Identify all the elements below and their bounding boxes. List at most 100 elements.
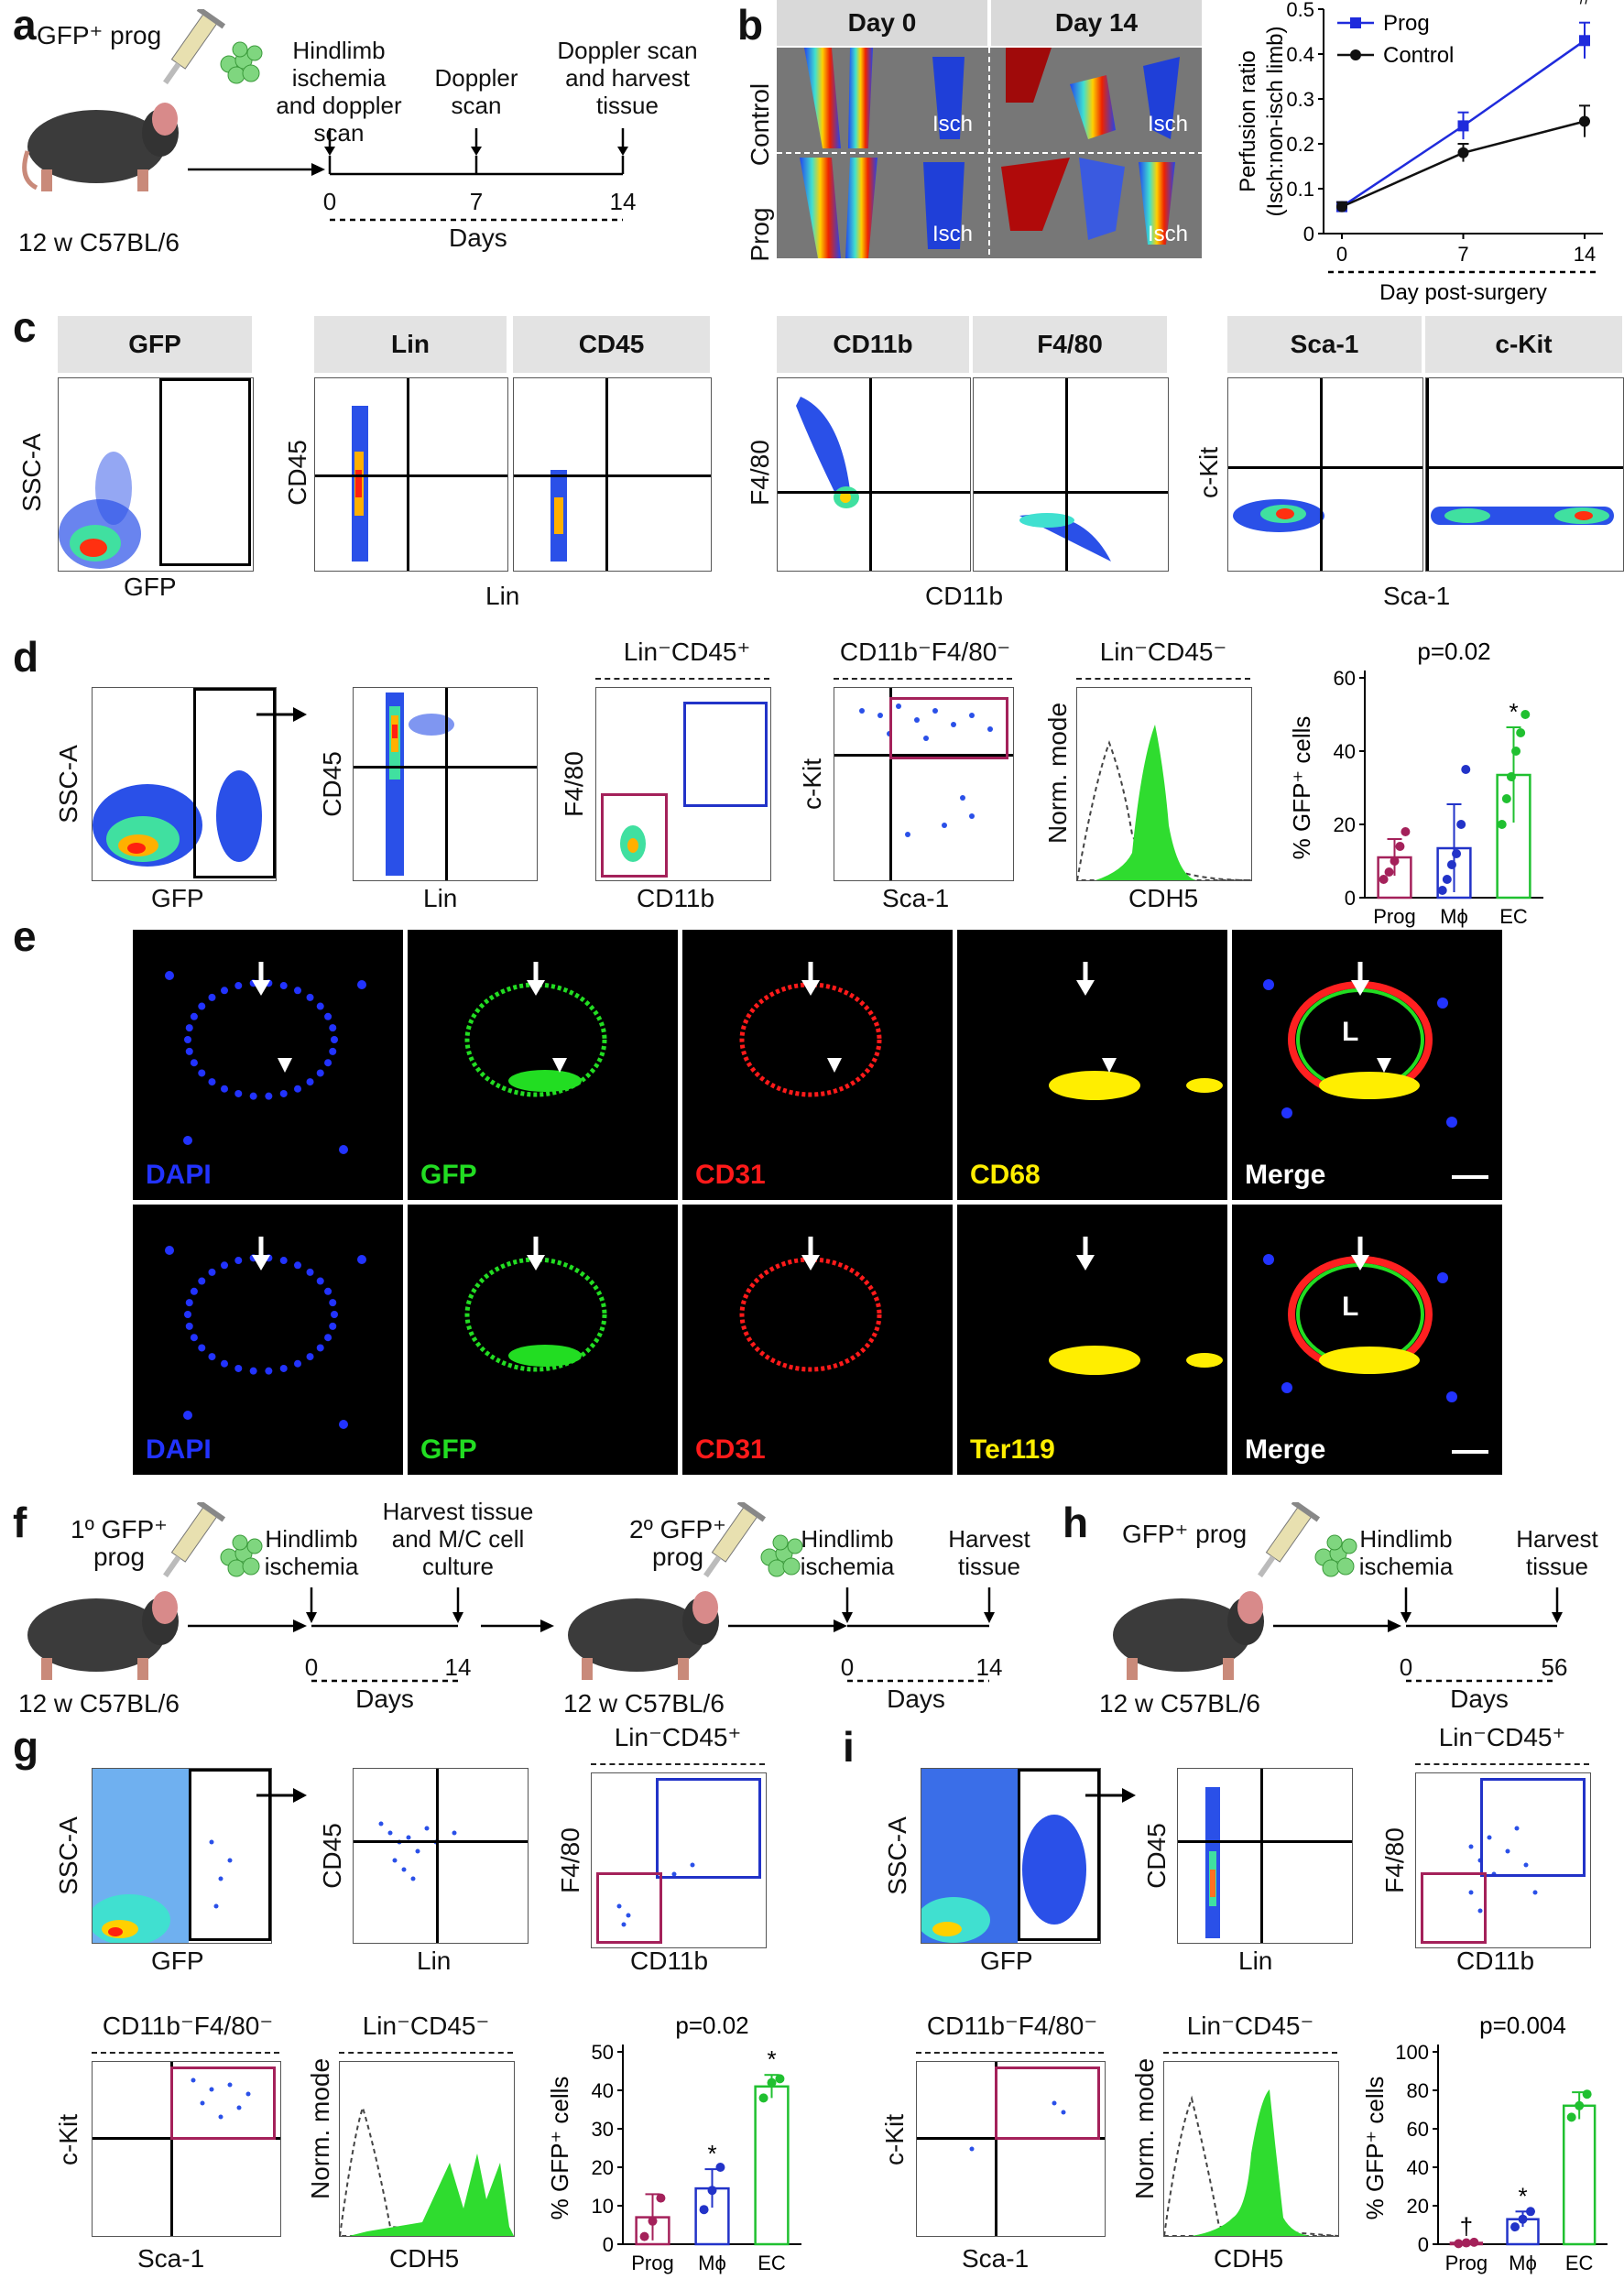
- event-f2a: Hindlimb ischemia: [800, 1525, 895, 1580]
- header-f480: F4/80: [973, 316, 1167, 373]
- y-tick-label: 20: [1407, 2195, 1429, 2218]
- injection2-label: 2º GFP⁺ prog: [629, 1515, 726, 1571]
- mouse-icon: [27, 1591, 179, 1680]
- tick-f1-14: 14: [444, 1653, 472, 1681]
- data-point: [1511, 747, 1521, 756]
- arrow-icon: [256, 707, 307, 722]
- lumen-label: L: [1342, 1292, 1359, 1322]
- arrow-icon: [256, 1788, 307, 1803]
- tick-a7: 7: [469, 188, 484, 215]
- syringe-icon: [163, 1502, 263, 1578]
- doppler-images: Isch Isch Isch Isch: [777, 48, 1202, 258]
- y-tick-label: 40: [592, 2079, 614, 2102]
- timeline-h: [1401, 1587, 1563, 1683]
- micrograph-dapi-1: DAPI: [133, 930, 403, 1200]
- x-tick-label: 7: [1457, 243, 1468, 266]
- xlabel-i-lin: Lin: [1238, 1946, 1273, 1975]
- xlabel-d-cdh5: CDH5: [1128, 884, 1199, 912]
- syringe-icon: [1258, 1502, 1357, 1578]
- isch-label-2: Isch: [1148, 112, 1189, 136]
- p-value-label: p=0.02: [675, 2012, 748, 2039]
- ylabel-c-ssca: SSC-A: [17, 433, 46, 512]
- y-axis-label: % GFP⁺ cells: [1288, 716, 1315, 860]
- data-point: [707, 2186, 717, 2196]
- stain-label: Ter119: [970, 1434, 1055, 1465]
- arrow-icon: [1085, 1788, 1136, 1803]
- title-i-cd11bf480: CD11b⁻F4/80⁻: [926, 2012, 1098, 2040]
- data-point: [1566, 2112, 1576, 2122]
- flow-plot-c-cd45: [513, 377, 712, 572]
- ylabel-i-ssca: SSC-A: [883, 1816, 911, 1895]
- y-tick-label: 100: [1395, 2041, 1429, 2064]
- data-point: [648, 2216, 658, 2226]
- bar-chart-i: 0 20 40 60 80 100 % GFP⁺ cells p=0.004 Prog † Mϕ * E…: [1361, 2012, 1608, 2274]
- y-tick-label: 20: [1334, 813, 1356, 836]
- xlabel-i-sca1: Sca-1: [962, 2244, 1030, 2273]
- ylabel-d-f480: F4/80: [560, 751, 588, 817]
- panel-label-a: a: [13, 1, 37, 49]
- panel-label-f: f: [13, 1499, 27, 1546]
- isch-label-4: Isch: [1148, 222, 1189, 246]
- mouse-icon: [22, 103, 179, 191]
- header-lin: Lin: [314, 316, 507, 373]
- data-point: [639, 2231, 649, 2241]
- stain-label: Merge: [1245, 1434, 1326, 1465]
- timeline-a: [324, 128, 628, 222]
- bar-2: [754, 2085, 790, 2246]
- ylabel-g-normmode: Norm. mode: [306, 2057, 334, 2199]
- arrow-icon: [188, 1619, 307, 1632]
- y-tick-label: 0.4: [1286, 43, 1314, 66]
- mouse-icon: [568, 1591, 719, 1680]
- flow-plot-g-lin: [353, 1768, 529, 1944]
- ylabel-d-normmode: Norm. mode: [1043, 702, 1072, 844]
- title-i-lincd45neg: Lin⁻CD45⁻: [1186, 2012, 1314, 2040]
- isch-label-1: Isch: [932, 112, 974, 136]
- ylabel-g-f480: F4/80: [556, 1827, 584, 1893]
- ylabel-c-f480: F4/80: [746, 440, 774, 506]
- stain-label: CD31: [695, 1160, 766, 1190]
- y-tick-label: 50: [592, 2041, 614, 2064]
- micrograph-gfp-1: GFP: [408, 930, 678, 1200]
- y-tick-label: 30: [592, 2118, 614, 2141]
- flow-plot-c-gfp: [58, 377, 254, 572]
- title-d-lincd45neg: Lin⁻CD45⁻: [1099, 638, 1227, 666]
- flow-plot-d-lin: [353, 687, 538, 881]
- data-point: [1520, 710, 1531, 719]
- histogram-g-cdh5: [339, 2061, 515, 2237]
- data-point: [1461, 765, 1471, 774]
- event-h1: Hindlimb ischemia: [1358, 1525, 1454, 1580]
- data-point: [767, 2077, 777, 2088]
- flow-plot-i-sca1: [916, 2061, 1106, 2237]
- flow-plot-g-cd11b: [591, 1772, 767, 1948]
- micrograph-cd31-1: CD31: [682, 930, 953, 1200]
- title-d-lincd45: Lin⁻CD45⁺: [623, 638, 751, 666]
- mouse-icon: [1113, 1591, 1264, 1680]
- bar-2: [1562, 2104, 1597, 2246]
- strain-label-f2: 12 w C57BL/6: [563, 1689, 725, 1718]
- y-tick-label: 0: [1303, 223, 1314, 245]
- y-tick-label: 40: [1407, 2156, 1429, 2179]
- micrograph-cd31-2: CD31: [682, 1205, 953, 1475]
- category-label: EC: [1565, 2252, 1594, 2274]
- data-point: [1469, 2237, 1479, 2247]
- flow-plot-c-ckit: [1425, 377, 1624, 572]
- tick-a14: 14: [609, 188, 637, 215]
- y-tick-label: 0: [1418, 2233, 1429, 2256]
- category-label: EC: [758, 2252, 786, 2274]
- data-point: [1518, 2214, 1528, 2224]
- panel-label-b: b: [737, 1, 764, 49]
- injection-h-label: GFP⁺ prog: [1122, 1520, 1248, 1548]
- micrograph-ter119-2: Ter119: [957, 1205, 1227, 1475]
- y-tick-label: 0.5: [1286, 0, 1314, 21]
- data-point: [656, 2193, 666, 2203]
- arrow-icon: [1273, 1619, 1401, 1632]
- xlabel-d-lin: Lin: [423, 884, 458, 912]
- tick-h-0: 0: [1399, 1653, 1413, 1681]
- flow-plot-c-lin: [314, 377, 508, 572]
- histogram-d-cdh5: [1076, 687, 1252, 881]
- data-point: [1401, 827, 1411, 836]
- ylabel-i-ckit: c-Kit: [880, 2114, 909, 2165]
- legend-label: Control: [1383, 43, 1454, 68]
- y-tick-label: 0.1: [1286, 178, 1314, 201]
- flow-plot-i-lin: [1177, 1768, 1353, 1944]
